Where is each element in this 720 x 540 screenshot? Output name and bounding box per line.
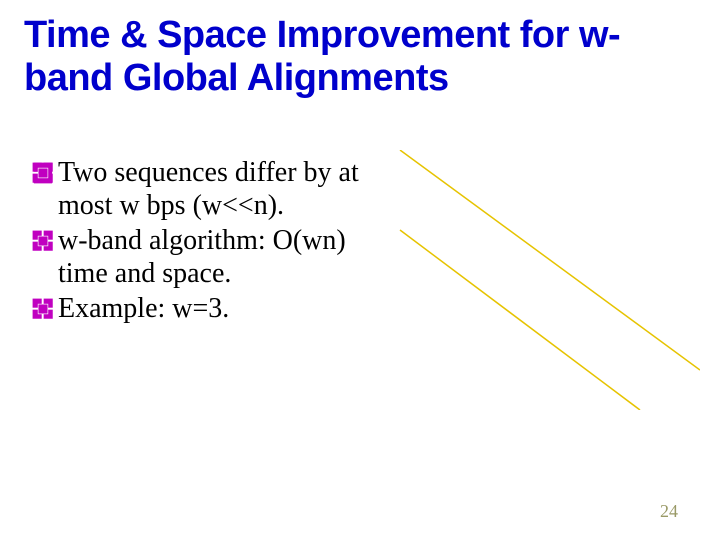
slide-title: Time & Space Improvement for w-band Glob… [24, 14, 700, 99]
bullet-icon [30, 228, 56, 254]
page-number: 24 [660, 501, 678, 522]
bullet-item: Two sequences differ by at most w bps (w… [30, 156, 370, 222]
bullet-text: w-band algorithm: O(wn) time and space. [58, 224, 370, 290]
bullet-icon [30, 160, 56, 186]
bullet-list: Two sequences differ by at most w bps (w… [30, 156, 370, 327]
bullet-item: w-band algorithm: O(wn) time and space. [30, 224, 370, 290]
bullet-text: Example: w=3. [58, 292, 229, 325]
diagram-line [400, 150, 700, 370]
bullet-item: Example: w=3. [30, 292, 370, 325]
diagram-line [400, 230, 640, 410]
band-diagram [380, 150, 700, 410]
bullet-icon [30, 296, 56, 322]
bullet-text: Two sequences differ by at most w bps (w… [58, 156, 370, 222]
